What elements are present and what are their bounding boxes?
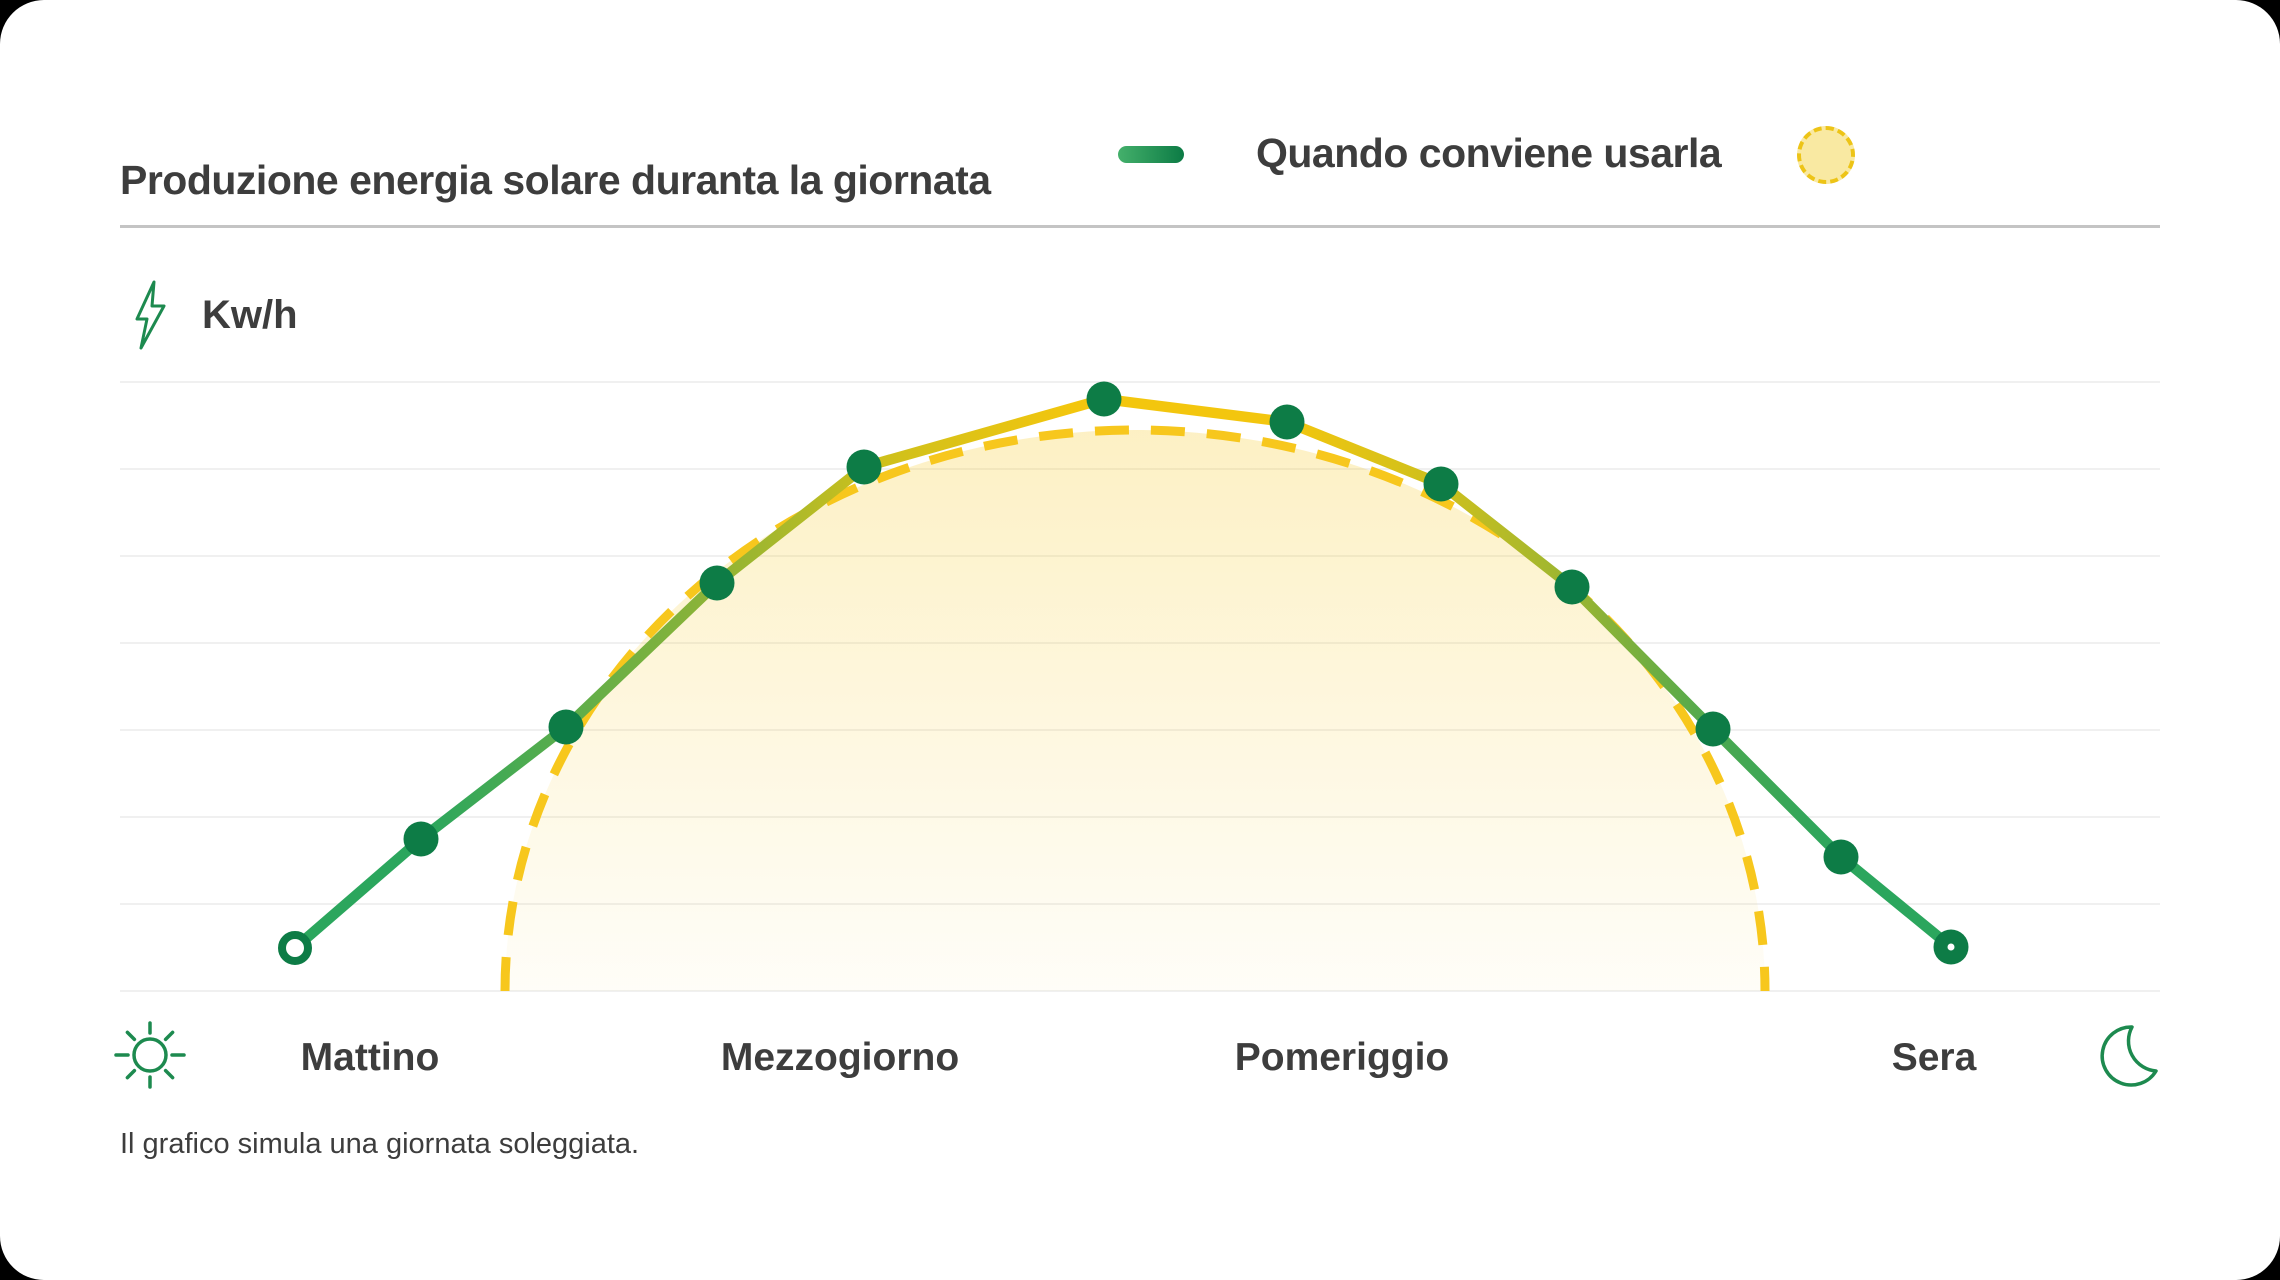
- data-point: [1423, 466, 1459, 502]
- data-point-pip: [1947, 943, 1955, 951]
- moon-icon: [2100, 1025, 2158, 1087]
- header-divider: [120, 225, 2160, 228]
- data-point: [1554, 569, 1590, 605]
- sun-icon: [114, 1021, 186, 1089]
- data-point: [699, 565, 735, 601]
- data-point-hollow: [278, 931, 312, 965]
- data-point: [1086, 381, 1122, 417]
- y-axis-unit-label: Kw/h: [202, 293, 298, 337]
- convenience-area-legend-swatch: [1797, 126, 1855, 184]
- data-point: [548, 709, 584, 745]
- x-label-sera: Sera: [1891, 1036, 1977, 1079]
- data-point: [1695, 711, 1731, 747]
- lightning-icon: [135, 280, 166, 350]
- x-label-mezzogiorno: Mezzogiorno: [720, 1036, 960, 1079]
- convenience-area: [505, 430, 1765, 991]
- x-label-pomeriggio: Pomeriggio: [1234, 1036, 1450, 1079]
- x-label-mattino: Mattino: [300, 1036, 440, 1079]
- convenience-legend-label: Quando conviene usarla: [1256, 130, 1722, 176]
- data-point: [1823, 839, 1859, 875]
- data-points-group: [278, 381, 1969, 965]
- convenience-dashed-curve: [500, 425, 1770, 992]
- chart-footnote: Il grafico simula una giornata soleggiat…: [120, 1128, 640, 1160]
- chart-title: Produzione energia solare duranta la gio…: [120, 157, 991, 204]
- production-line-legend-swatch: [1118, 146, 1184, 163]
- production-line: [289, 393, 1957, 954]
- data-point: [846, 449, 882, 485]
- data-point: [403, 821, 439, 857]
- data-point: [1269, 404, 1305, 440]
